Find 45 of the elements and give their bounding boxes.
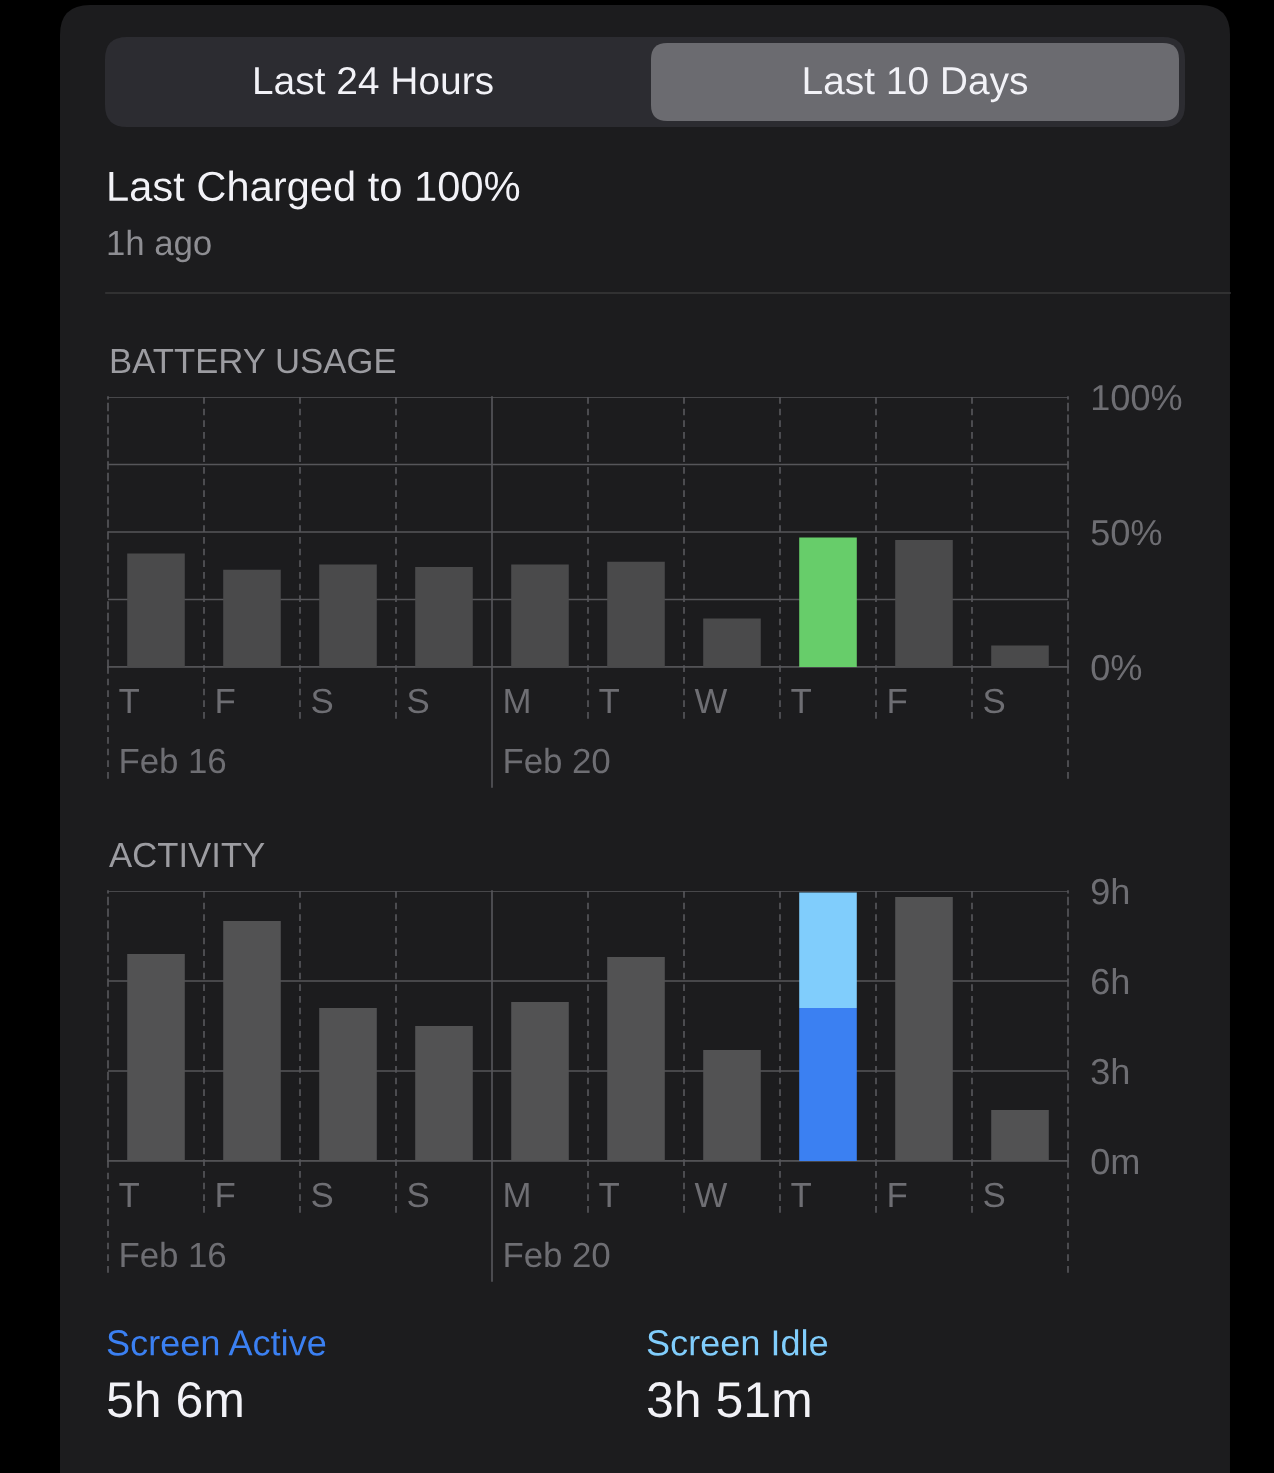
x-tick-label: T (791, 1183, 811, 1207)
x-tick-label: S (312, 1182, 333, 1208)
bar (319, 564, 377, 667)
text: Screen Active (107, 1329, 326, 1356)
text: 1h ago (108, 229, 211, 263)
text: Last 10 Days (804, 66, 1028, 103)
text: Last 24 Hours (255, 66, 493, 95)
bar (127, 553, 185, 667)
y-tick-label: 0m (1091, 1148, 1138, 1175)
bar (415, 567, 473, 667)
chart-title: ACTIVITY (109, 842, 265, 868)
x-tick-label: S (408, 1182, 429, 1208)
bar (799, 1008, 857, 1161)
y-tick-label: 100% (1092, 384, 1182, 411)
x-tick-label: F (889, 1183, 907, 1207)
x-tick-label: W (694, 689, 728, 713)
x-tick-label: T (599, 689, 619, 713)
x-tick-label: F (889, 689, 907, 713)
chart-title: BATTERY USAGE (111, 348, 396, 374)
bar (895, 540, 953, 667)
y-tick-label: 3h (1091, 1057, 1129, 1085)
x-tick-label: W (694, 1183, 728, 1207)
bar (607, 561, 665, 667)
text: 5h 6m (108, 1380, 242, 1418)
text: Last Charged to 100% (109, 170, 520, 210)
y-tick-label: 0% (1091, 654, 1142, 681)
x-tick-label: F (217, 689, 235, 713)
text: 3h 51m (647, 1380, 810, 1418)
x-tick-label: S (984, 1182, 1005, 1208)
x-tick-label: S (984, 688, 1005, 714)
bar (703, 618, 761, 667)
bar (991, 645, 1049, 667)
x-tick-label: T (791, 689, 811, 713)
bar (799, 537, 857, 667)
y-tick-label: 50% (1091, 519, 1162, 546)
text: Screen Idle (647, 1329, 828, 1356)
y-tick-label: 9h (1091, 877, 1129, 905)
x-tick-label: F (217, 1183, 235, 1207)
x-tick-label: S (312, 688, 333, 714)
y-tick-label: 6h (1092, 967, 1129, 995)
x-tick-label: S (408, 688, 429, 714)
bar (223, 569, 281, 667)
bar (511, 564, 569, 667)
bar (799, 892, 857, 1008)
x-tick-label: T (599, 1183, 619, 1207)
